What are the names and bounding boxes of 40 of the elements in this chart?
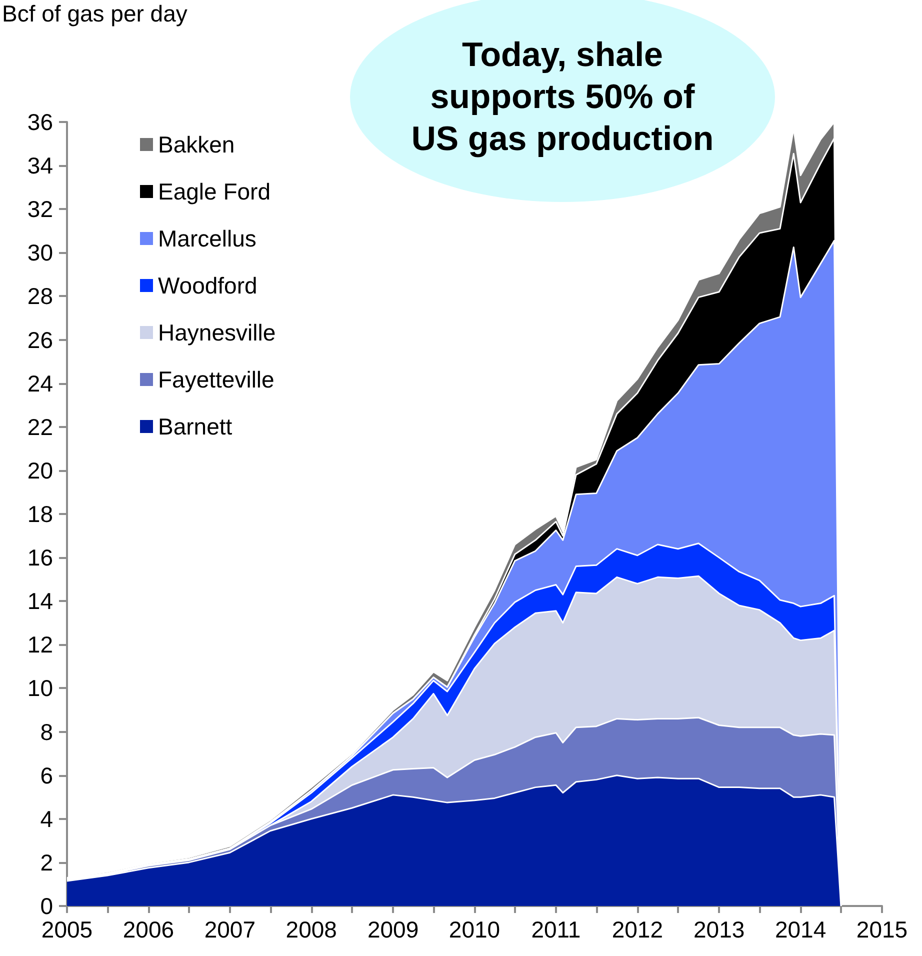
- y-tick-label: 0: [40, 893, 53, 919]
- x-tick-label: 2006: [122, 916, 174, 942]
- y-tick-label: 6: [40, 762, 53, 788]
- y-tick-label: 34: [27, 152, 54, 179]
- x-tick-label: 2010: [448, 916, 500, 942]
- x-tick-label: 2011: [531, 916, 581, 942]
- y-axis-title: Bcf of gas per day: [2, 0, 188, 26]
- speech-bubble: Today, shale supports 50% of US gas production: [350, 0, 775, 202]
- legend-label: Haynesville: [158, 320, 276, 346]
- y-tick-label: 20: [27, 457, 53, 484]
- x-tick-label: 2005: [41, 916, 93, 942]
- y-tick-label: 16: [27, 544, 53, 571]
- y-tick-label: 32: [27, 196, 53, 222]
- y-tick-label: 26: [27, 326, 53, 353]
- legend-label: Eagle Ford: [158, 178, 271, 204]
- x-tick-label: 2013: [694, 916, 745, 942]
- legend-label: Marcellus: [158, 226, 256, 252]
- y-tick-label: 12: [27, 632, 53, 658]
- y-tick-label: 28: [27, 283, 53, 310]
- y-tick-label: 10: [27, 675, 53, 702]
- y-tick-label: 18: [27, 501, 53, 527]
- y-tick-label: 22: [27, 414, 53, 440]
- x-tick-label: 2015: [856, 916, 908, 942]
- legend-label: Bakken: [158, 132, 235, 158]
- x-tick-label: 2014: [774, 916, 826, 942]
- legend-label: Barnett: [158, 414, 233, 440]
- x-tick-label: 2012: [612, 916, 663, 942]
- y-tick-label: 2: [40, 849, 53, 876]
- x-tick-label: 2008: [286, 916, 337, 942]
- x-tick-label: 2007: [204, 916, 256, 942]
- y-tick-label: 8: [40, 718, 53, 745]
- y-tick-label: 36: [27, 109, 53, 135]
- annotation: Today, shale supports 50% of US gas production: [410, 35, 715, 160]
- y-tick-label: 30: [27, 240, 53, 266]
- legend-label: Woodford: [158, 272, 258, 298]
- y-tick-label: 4: [40, 806, 54, 832]
- x-tick-label: 2009: [367, 916, 419, 942]
- y-tick-label: 24: [27, 370, 54, 396]
- y-tick-label: 14: [27, 588, 54, 614]
- legend-label: Fayetteville: [158, 366, 274, 392]
